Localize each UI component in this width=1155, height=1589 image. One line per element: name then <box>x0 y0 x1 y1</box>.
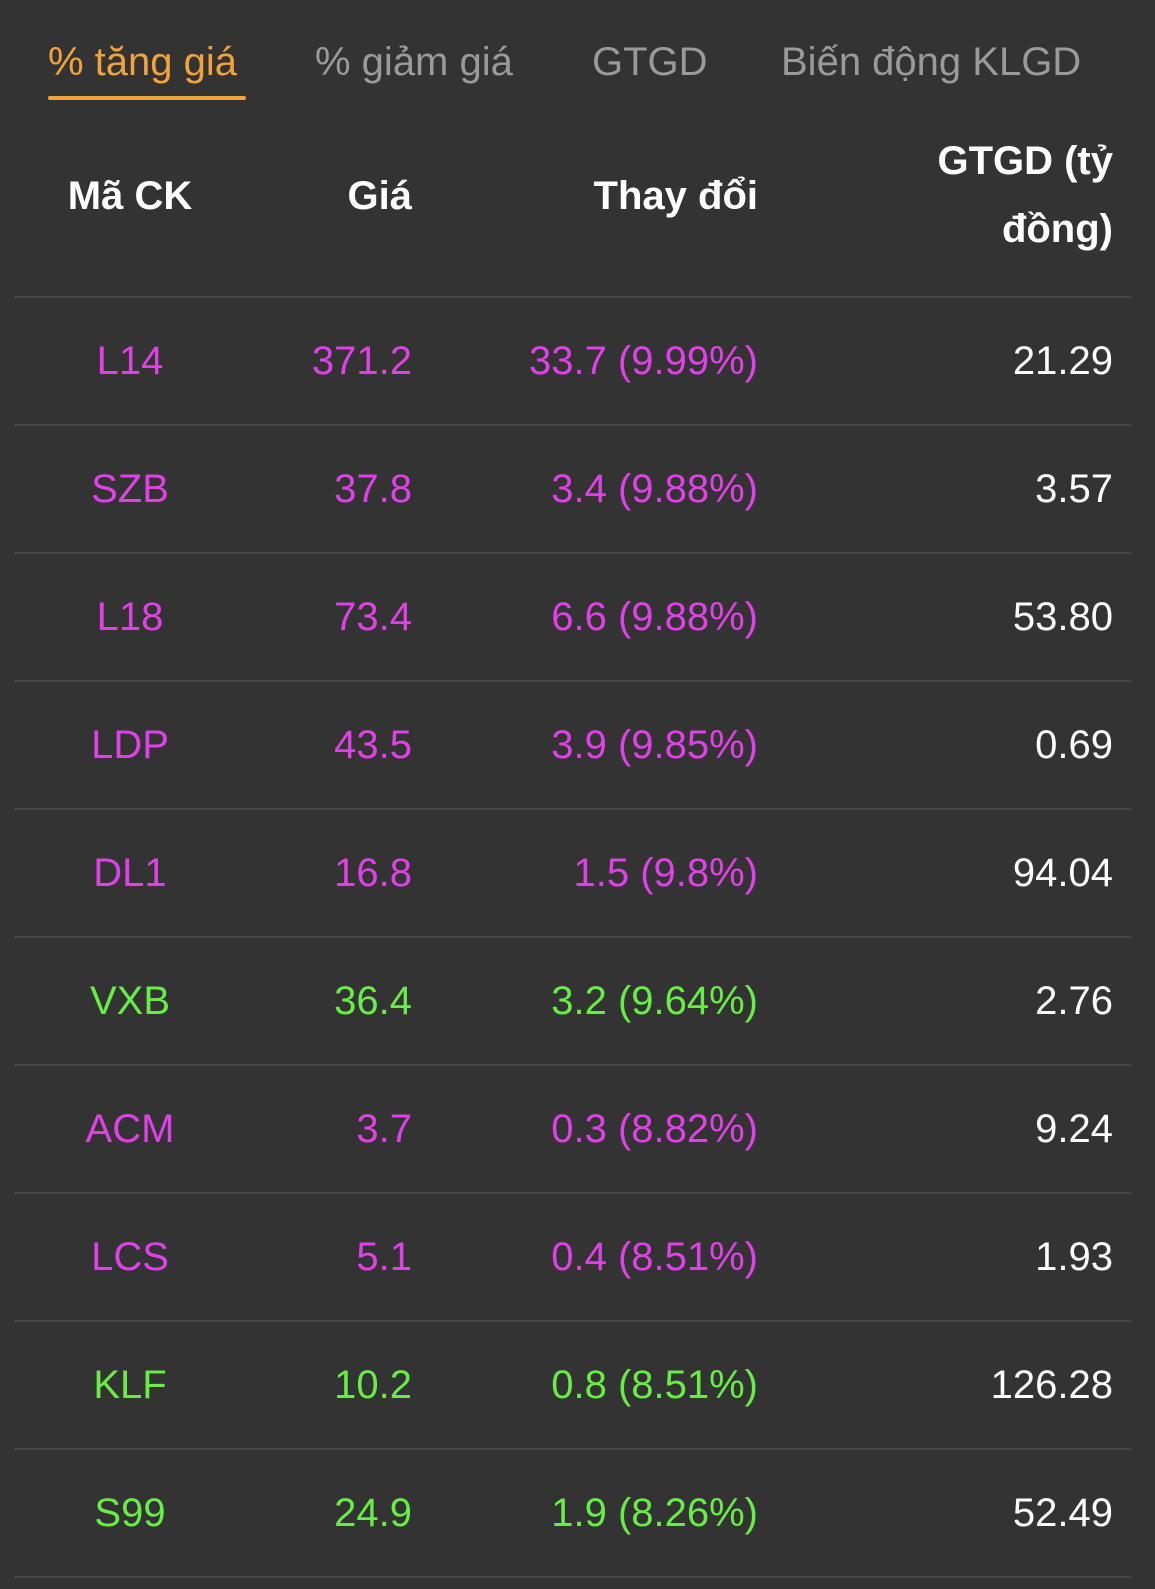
tab-trading-value[interactable]: GTGD <box>592 40 708 84</box>
price-cell: 24.9 <box>334 1491 412 1535</box>
tab-percent-increase[interactable]: % tăng giá <box>48 40 238 84</box>
price-cell: 37.8 <box>334 467 412 511</box>
stock-code[interactable]: S99 <box>94 1491 166 1535</box>
trading-value-cell: 53.80 <box>1012 595 1113 639</box>
trading-value-cell: 2.76 <box>1035 979 1113 1023</box>
stock-code[interactable]: ACM <box>85 1107 175 1151</box>
stock-code[interactable]: L18 <box>96 595 164 639</box>
trading-value-cell: 94.04 <box>1012 851 1113 895</box>
stock-code[interactable]: SZB <box>91 467 169 511</box>
table-row[interactable]: KLF 10.2 0.8 (8.51%) 126.28 <box>14 1322 1131 1450</box>
stock-code[interactable]: DL1 <box>93 851 167 895</box>
change-cell: 1.9 (8.26%) <box>551 1491 758 1535</box>
stock-code[interactable]: L14 <box>96 339 164 383</box>
top-gainers-table: Mã CK Giá Thay đổi GTGD (tỷ đồng) L14 371… <box>14 120 1131 1578</box>
stock-code[interactable]: KLF <box>93 1363 167 1407</box>
price-cell: 36.4 <box>334 979 412 1023</box>
table-row[interactable]: LCS 5.1 0.4 (8.51%) 1.93 <box>14 1194 1131 1322</box>
change-cell: 0.4 (8.51%) <box>551 1235 758 1279</box>
change-cell: 3.4 (9.88%) <box>551 467 758 511</box>
price-cell: 43.5 <box>334 723 412 767</box>
table-row[interactable]: DL1 16.8 1.5 (9.8%) 94.04 <box>14 810 1131 938</box>
table-row[interactable]: SZB 37.8 3.4 (9.88%) 3.57 <box>14 426 1131 554</box>
trading-value-cell: 126.28 <box>990 1363 1113 1407</box>
header-price: Giá <box>347 174 412 218</box>
tab-bar: % tăng giá % giảm giá GTGD Biến động KLG… <box>0 0 1155 120</box>
table-row[interactable]: LDP 43.5 3.9 (9.85%) 0.69 <box>14 682 1131 810</box>
price-cell: 16.8 <box>334 851 412 895</box>
change-cell: 33.7 (9.99%) <box>528 339 758 383</box>
change-cell: 1.5 (9.8%) <box>573 851 758 895</box>
table-header: Mã CK Giá Thay đổi GTGD (tỷ đồng) <box>14 120 1131 298</box>
change-cell: 0.3 (8.82%) <box>551 1107 758 1151</box>
stock-code[interactable]: LCS <box>91 1235 169 1279</box>
change-cell: 6.6 (9.88%) <box>551 595 758 639</box>
tab-percent-decrease[interactable]: % giảm giá <box>315 40 513 84</box>
table-row[interactable]: VXB 36.4 3.2 (9.64%) 2.76 <box>14 938 1131 1066</box>
trading-value-cell: 52.49 <box>1012 1491 1113 1535</box>
stock-code[interactable]: LDP <box>91 723 169 767</box>
trading-value-cell: 21.29 <box>1012 339 1113 383</box>
table-row[interactable]: L14 371.2 33.7 (9.99%) 21.29 <box>14 298 1131 426</box>
header-value-line2: đồng) <box>1001 207 1113 251</box>
price-cell: 3.7 <box>356 1107 412 1151</box>
change-cell: 0.8 (8.51%) <box>551 1363 758 1407</box>
trading-value-cell: 1.93 <box>1035 1235 1113 1279</box>
change-cell: 3.9 (9.85%) <box>551 723 758 767</box>
active-tab-indicator <box>48 96 246 100</box>
trading-value-cell: 3.57 <box>1035 467 1113 511</box>
price-cell: 5.1 <box>356 1235 412 1279</box>
header-code: Mã CK <box>67 174 193 218</box>
table-body: L14 371.2 33.7 (9.99%) 21.29 SZB 37.8 3.4 (9.8… <box>14 298 1131 1578</box>
table-row[interactable]: S99 24.9 1.9 (8.26%) 52.49 <box>14 1450 1131 1578</box>
trading-value-cell: 9.24 <box>1035 1107 1113 1151</box>
trading-value-cell: 0.69 <box>1035 723 1113 767</box>
tab-volume-change[interactable]: Biến động KLGD <box>781 40 1082 84</box>
table-row[interactable]: L18 73.4 6.6 (9.88%) 53.80 <box>14 554 1131 682</box>
price-cell: 371.2 <box>311 339 412 383</box>
header-value-line1: GTGD (tỷ <box>937 139 1113 183</box>
header-change: Thay đổi <box>593 174 758 218</box>
stock-code[interactable]: VXB <box>89 979 171 1023</box>
price-cell: 73.4 <box>334 595 412 639</box>
table-row[interactable]: ACM 3.7 0.3 (8.82%) 9.24 <box>14 1066 1131 1194</box>
change-cell: 3.2 (9.64%) <box>551 979 758 1023</box>
price-cell: 10.2 <box>334 1363 412 1407</box>
